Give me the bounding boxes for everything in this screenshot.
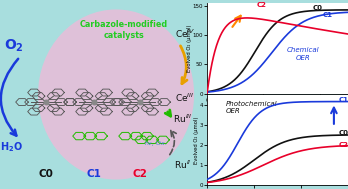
Text: $\bf{H_2O}$: $\bf{H_2O}$ (0, 140, 24, 154)
Text: $\bf{O_2}$: $\bf{O_2}$ (4, 37, 24, 53)
Text: C0: C0 (339, 130, 348, 136)
Text: C0: C0 (39, 169, 54, 179)
Text: C2: C2 (339, 142, 348, 148)
Y-axis label: Evolved O₂ (μmol): Evolved O₂ (μmol) (187, 24, 192, 72)
Text: C0: C0 (313, 5, 323, 11)
Ellipse shape (38, 9, 194, 180)
Text: Photochemical
OER: Photochemical OER (226, 101, 277, 114)
Text: Carbazole-modified
catalysts: Carbazole-modified catalysts (80, 20, 168, 40)
Text: C1: C1 (339, 97, 348, 103)
Text: Ce$^{IV}$: Ce$^{IV}$ (175, 28, 195, 40)
Text: $h\nu$, Ox.: $h\nu$, Ox. (144, 139, 168, 148)
Text: C1: C1 (323, 12, 333, 19)
Text: Ce$^{III}$: Ce$^{III}$ (175, 92, 195, 105)
Y-axis label: Evolved O₂ (μmol): Evolved O₂ (μmol) (195, 116, 199, 164)
Text: Chemical
OER: Chemical OER (287, 47, 319, 60)
Text: Ru$^{II}$: Ru$^{II}$ (174, 158, 192, 171)
X-axis label: Time (min): Time (min) (262, 104, 293, 109)
Text: C2: C2 (133, 169, 148, 179)
Text: Ru$^{III}$: Ru$^{III}$ (173, 113, 193, 125)
Text: C1: C1 (87, 169, 102, 179)
Text: C2: C2 (257, 2, 267, 8)
